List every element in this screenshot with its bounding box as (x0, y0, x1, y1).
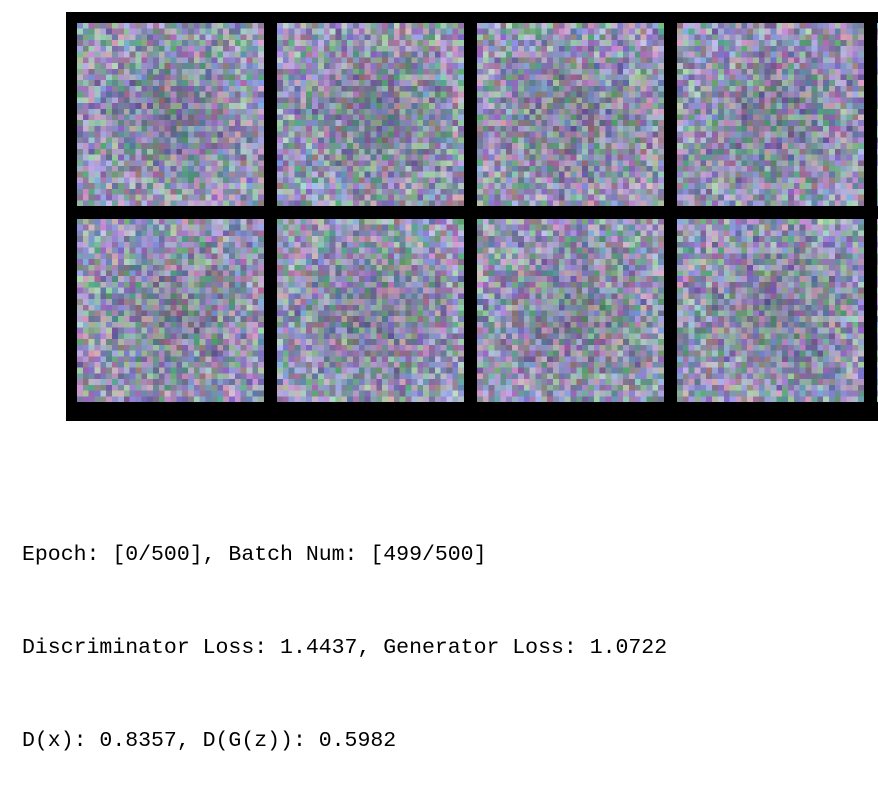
sample-tile (77, 219, 264, 402)
loss-line: Discriminator Loss: 1.4437, Generator Lo… (22, 636, 668, 660)
sample-tile (277, 219, 464, 402)
generated-samples-grid (66, 12, 878, 421)
sample-tile (477, 219, 664, 402)
sample-tile (677, 23, 864, 206)
sample-tile (677, 219, 864, 402)
discriminator-output-line: D(x): 0.8357, D(G(z)): 0.5982 (22, 729, 397, 753)
sample-tile (277, 23, 464, 206)
training-log: Epoch: [0/500], Batch Num: [499/500] Dis… (22, 478, 667, 788)
epoch-batch-line: Epoch: [0/500], Batch Num: [499/500] (22, 543, 487, 567)
sample-tile (77, 23, 264, 206)
sample-tile (477, 23, 664, 206)
